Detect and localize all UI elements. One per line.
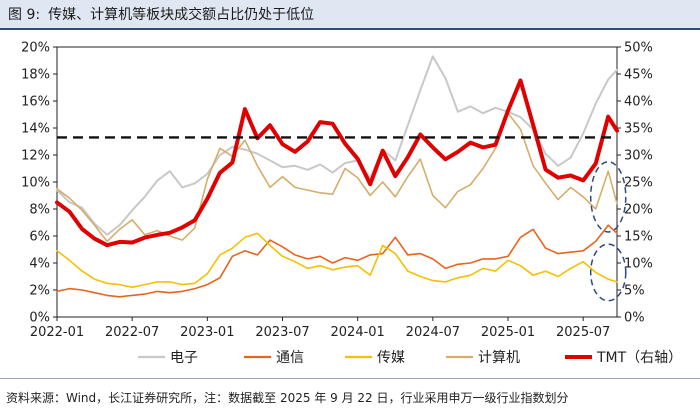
legend-label: TMT（右轴） xyxy=(596,350,682,366)
x-tick-label: 2022-01 xyxy=(30,325,84,340)
left-tick-label: 8% xyxy=(29,203,50,218)
right-tick-label: 35% xyxy=(624,122,653,137)
legend-label: 通信 xyxy=(276,350,304,366)
right-tick-label: 40% xyxy=(624,95,653,110)
figure-label: 图 9: xyxy=(8,7,41,23)
left-tick-label: 12% xyxy=(21,149,50,164)
figure-title: 传媒、计算机等板块成交额占比仍处于低位 xyxy=(48,7,315,23)
x-tick-label: 2025-07 xyxy=(556,325,610,340)
legend-label: 传媒 xyxy=(377,350,405,366)
right-tick-label: 20% xyxy=(624,203,653,218)
left-tick-label: 16% xyxy=(21,95,50,110)
series-line xyxy=(56,55,618,236)
right-tick-label: 45% xyxy=(624,68,653,83)
x-tick-label: 2024-01 xyxy=(331,325,385,340)
plot-frame xyxy=(56,46,618,318)
right-tick-label: 15% xyxy=(624,230,653,245)
source-note: 资料来源：Wind，长江证券研究所，注：数据截至 2025 年 9 月 22 日… xyxy=(6,391,569,405)
right-tick-label: 30% xyxy=(624,149,653,164)
right-tick-label: 0% xyxy=(624,311,645,326)
x-tick-label: 2023-07 xyxy=(255,325,309,340)
right-tick-label: 5% xyxy=(624,284,645,299)
series-line xyxy=(56,112,618,243)
x-tick-label: 2025-01 xyxy=(481,325,535,340)
left-tick-label: 6% xyxy=(29,230,50,245)
series-line xyxy=(56,224,618,298)
chart-area: 0% 2% 4% 6% 8% 10% 12% 14% 16% 18% 20% 0% 5% 10% 15% 20… xyxy=(0,31,700,371)
x-tick-label: 2023-01 xyxy=(180,325,234,340)
left-tick-label: 0% xyxy=(29,311,50,326)
right-tick-label: 10% xyxy=(624,257,653,272)
left-tick-label: 20% xyxy=(21,41,50,56)
x-tick-label: 2022-07 xyxy=(105,325,159,340)
left-tick-label: 4% xyxy=(29,257,50,272)
right-tick-label: 50% xyxy=(624,41,653,56)
x-tick-label: 2024-07 xyxy=(406,325,460,340)
line-chart: 0% 2% 4% 6% 8% 10% 12% 14% 16% 18% 20% 0% 5% 10% 15% 20… xyxy=(21,41,682,367)
legend-label: 计算机 xyxy=(478,350,520,366)
figure-title-bar: 图 9: 传媒、计算机等板块成交额占比仍处于低位 xyxy=(0,0,700,30)
legend-label: 电子 xyxy=(170,350,198,366)
left-tick-label: 18% xyxy=(21,68,50,83)
source-divider xyxy=(0,378,700,379)
highlight-ellipse xyxy=(589,161,627,233)
left-tick-label: 2% xyxy=(29,284,50,299)
series-line xyxy=(56,232,618,289)
highlight-ellipse xyxy=(589,243,627,302)
left-tick-label: 10% xyxy=(21,176,50,191)
right-tick-label: 25% xyxy=(624,176,653,191)
left-tick-label: 14% xyxy=(21,122,50,137)
series-line xyxy=(55,78,619,248)
